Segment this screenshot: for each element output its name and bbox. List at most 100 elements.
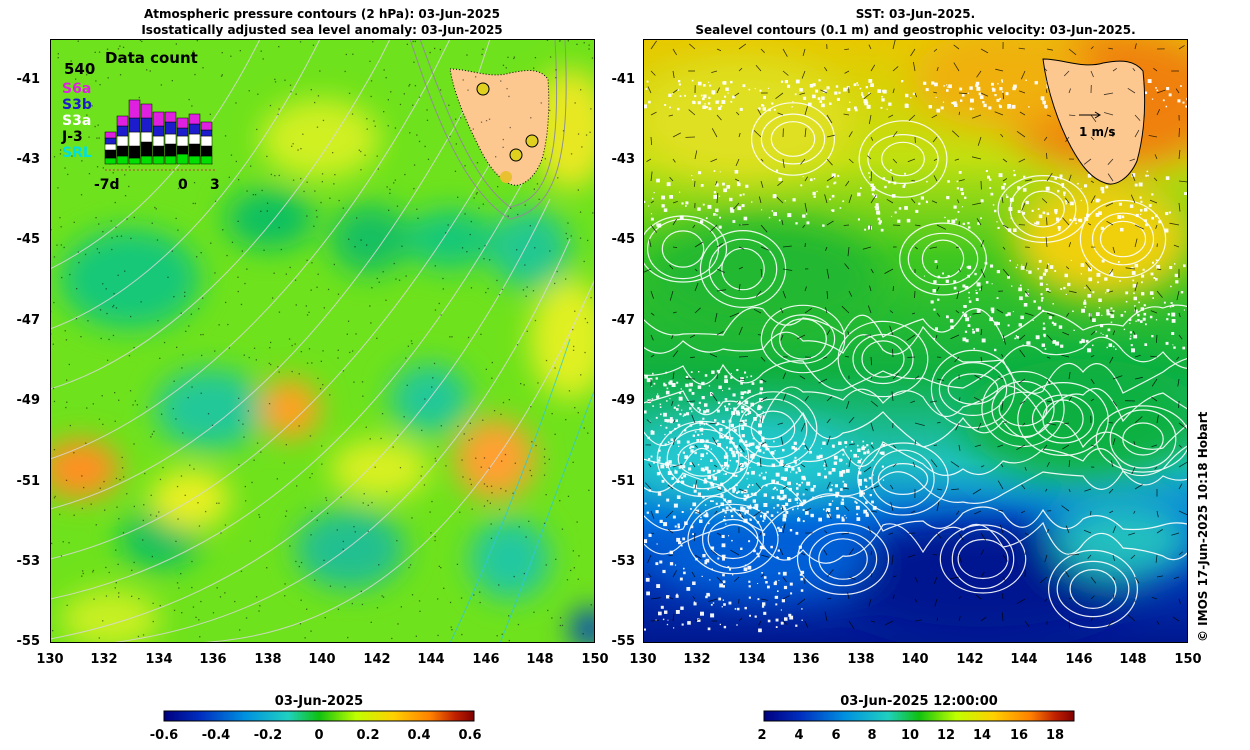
cloud-pixel (735, 460, 739, 463)
sealevel-contour (951, 528, 1015, 590)
cloud-pixel (868, 79, 873, 83)
cloud-pixel (1022, 211, 1026, 215)
cloud-pixel (755, 507, 758, 510)
cloud-pixel (713, 476, 716, 479)
velocity-arrow (672, 614, 675, 622)
velocity-arrow (997, 444, 1004, 448)
velocity-arrow (1129, 158, 1136, 162)
velocity-arrow (1149, 199, 1158, 204)
cloud-pixel (886, 108, 888, 110)
left-xtick: 144 (417, 652, 445, 667)
sample-dot (107, 359, 109, 361)
cloud-pixel (1063, 191, 1066, 195)
cloud-pixel (704, 504, 707, 506)
inset-bar-segment (116, 145, 129, 157)
cloud-pixel (1145, 323, 1147, 326)
cloud-pixel (712, 500, 714, 502)
cloud-pixel (822, 441, 826, 445)
sample-dot (533, 611, 535, 613)
cloud-pixel (685, 201, 689, 205)
cloud-pixel (710, 500, 712, 502)
sample-dot (92, 403, 94, 405)
right-xtick: 148 (1119, 652, 1147, 667)
sample-dot (151, 555, 153, 558)
velocity-arrow (1134, 416, 1143, 424)
cloud-pixel (858, 478, 860, 480)
cloud-pixel (736, 181, 740, 184)
sample-dot (98, 418, 101, 420)
left-ytick: -41 (16, 72, 41, 87)
velocity-arrow (781, 506, 784, 512)
left-ytick: -51 (16, 474, 41, 489)
cloud-pixel (836, 514, 841, 519)
velocity-arrow (997, 509, 1004, 512)
velocity-arrow (1134, 43, 1137, 50)
cloud-pixel (718, 225, 722, 229)
sample-dot (224, 592, 226, 594)
velocity-arrow (797, 598, 806, 606)
cloud-pixel (1040, 96, 1045, 100)
cloud-pixel (780, 609, 782, 611)
cloud-pixel (866, 512, 869, 514)
velocity-arrow (826, 268, 830, 279)
cloud-pixel (704, 103, 706, 105)
velocity-arrow (1065, 136, 1070, 143)
cloud-pixel (704, 403, 708, 407)
inset-bar-segment (188, 113, 201, 125)
sample-dot (573, 345, 575, 348)
inset-bar-segment (104, 137, 117, 145)
sample-dot (449, 336, 451, 338)
velocity-arrow (782, 372, 787, 380)
cloud-pixel (1005, 194, 1008, 196)
velocity-arrow (1021, 484, 1026, 490)
cloud-pixel (774, 450, 776, 452)
velocity-arrow (1151, 444, 1158, 448)
cloud-pixel (787, 557, 791, 561)
cloud-pixel (1134, 309, 1138, 313)
cloud-pixel (975, 328, 980, 332)
sample-dot (157, 320, 159, 322)
sample-dot (306, 215, 308, 217)
cloud-pixel (863, 509, 868, 514)
velocity-arrow (650, 312, 655, 316)
velocity-arrow (801, 70, 806, 79)
cloud-pixel (1128, 318, 1132, 321)
sample-dot (535, 444, 537, 447)
velocity-arrow (648, 463, 652, 468)
cloud-pixel (1141, 281, 1143, 284)
cloud-pixel (831, 173, 836, 178)
cloud-pixel (758, 628, 762, 633)
sample-dot (362, 395, 364, 397)
velocity-arrow (760, 246, 770, 251)
velocity-arrow (914, 290, 916, 299)
cloud-pixel (1140, 200, 1143, 203)
cloud-pixel (721, 420, 725, 423)
cloud-pixel (1121, 215, 1125, 219)
cloud-pixel (1152, 261, 1154, 264)
cloud-pixel (1133, 334, 1138, 339)
cloud-pixel (796, 502, 799, 504)
sample-dot (266, 210, 268, 212)
cloud-pixel (1015, 335, 1017, 337)
velocity-arrow (1107, 173, 1114, 182)
sample-dot (262, 58, 264, 60)
sample-dot (502, 146, 504, 148)
velocity-arrow (716, 242, 724, 248)
cloud-pixel (662, 569, 666, 574)
sample-dot (108, 571, 110, 574)
sample-dot (247, 410, 249, 412)
cloud-pixel (976, 86, 981, 91)
cloud-pixel (678, 466, 681, 469)
sample-dot (118, 399, 120, 401)
cloud-pixel (686, 587, 691, 591)
sample-dot (543, 456, 546, 458)
sample-dot (102, 620, 104, 622)
sample-dot (385, 77, 387, 79)
sealevel-contour (796, 523, 890, 596)
sample-dot (483, 505, 486, 507)
cloud-pixel (834, 484, 838, 488)
sample-dot (225, 301, 227, 304)
cloud-pixel (871, 500, 874, 504)
velocity-arrow (1068, 488, 1071, 492)
cloud-pixel (794, 456, 797, 459)
